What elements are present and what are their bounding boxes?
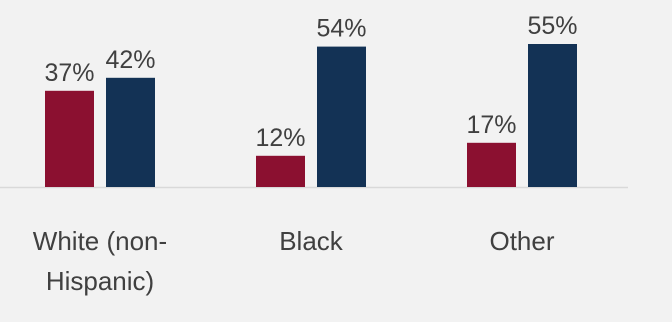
category-label-0-line-1: Hispanic) [46,266,154,296]
bar-1-0 [256,155,305,187]
data-label-2-0: 17% [466,111,516,139]
data-label-1-1: 54% [316,15,366,43]
category-label-1-line-0: Black [279,226,344,256]
data-label-0-1: 42% [105,46,155,74]
category-label-2-line-0: Other [489,226,554,256]
data-label-2-1: 55% [527,12,577,40]
bar-0-0 [45,90,94,187]
bar-0-1 [106,77,155,187]
data-label-0-0: 37% [44,59,94,87]
category-label-0-line-0: White (non- [33,226,167,256]
bar-2-0 [467,142,516,187]
bar-1-1 [317,46,366,187]
bar-2-1 [528,44,577,187]
data-label-1-0: 12% [255,124,305,152]
